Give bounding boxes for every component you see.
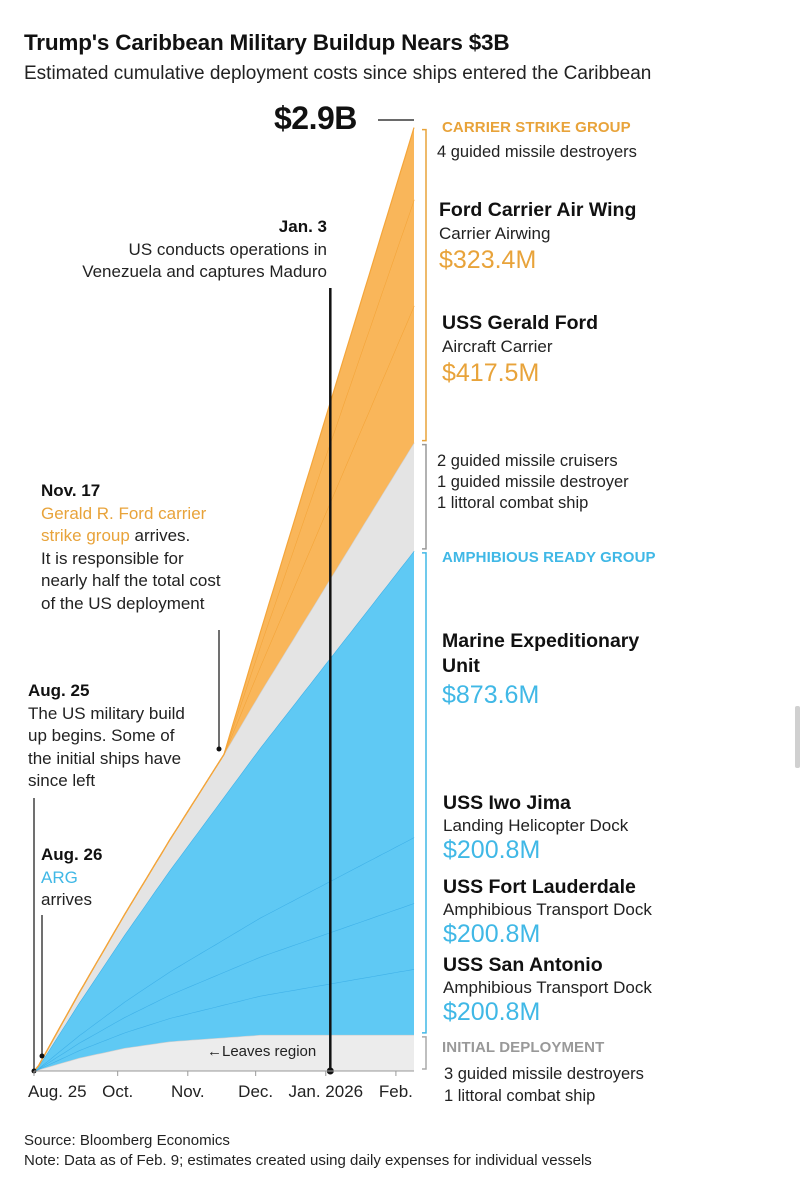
group-label-carrier: CARRIER STRIKE GROUP: [442, 119, 631, 136]
annotation-nov17-line1: Gerald R. Ford carrier: [41, 503, 207, 523]
x-tick-label-0: Aug. 25: [28, 1082, 87, 1101]
annotation-aug26-line1: ARG: [41, 867, 78, 887]
airwing-type: Carrier Airwing: [439, 224, 551, 243]
source-text: Source: Bloomberg Economics: [24, 1132, 230, 1149]
carrier-escort-label: 4 guided missile destroyers: [437, 143, 637, 161]
iwo-cost: $200.8M: [443, 836, 541, 864]
area-2-guided-missile-cruisers-1-guided-missi: [34, 442, 414, 1071]
area-uss-iwo-jima: [34, 837, 414, 1071]
other-escorts-line1: 2 guided missile cruisers: [437, 452, 618, 470]
bracket-carrier: [422, 128, 427, 442]
san-type: Amphibious Transport Dock: [443, 978, 652, 997]
bracket-initial: [422, 1036, 427, 1070]
scrollbar-thumb[interactable]: [795, 706, 800, 768]
annotation-jan3-text2: Venezuela and captures Maduro: [82, 262, 327, 281]
x-tick-label-5: Feb.: [379, 1082, 413, 1101]
initial-ships-label: 3 guided missile destroyers 1 littoral c…: [444, 1063, 644, 1107]
note-text: Note: Data as of Feb. 9; estimates creat…: [24, 1152, 592, 1169]
airwing-cost: $323.4M: [439, 246, 537, 274]
annotation-aug25-date: Aug. 25: [28, 681, 90, 700]
ftl-cost: $200.8M: [443, 920, 541, 948]
group-label-initial: INITIAL DEPLOYMENT: [442, 1039, 605, 1056]
ftl-name: USS Fort Lauderdale: [443, 876, 636, 898]
series-line-4-guided-missile-destroyers: [33, 127, 415, 1072]
meu-name-line1: Marine Expeditionary: [442, 630, 640, 652]
other-escorts-line2: 1 guided missile destroyer: [437, 473, 629, 491]
ford-type: Aircraft Carrier: [442, 337, 553, 356]
area-uss-san-antonio: [34, 969, 414, 1071]
initial-ships-line2: 1 littoral combat ship: [444, 1087, 596, 1105]
annotation-jan3: Jan. 3 US conducts operations in Venezue…: [49, 216, 327, 284]
annotation-jan3-text1: US conducts operations in: [128, 239, 327, 259]
meu-name: Marine Expeditionary Unit: [442, 629, 639, 679]
other-escorts-label: 2 guided missile cruisers 1 guided missi…: [437, 451, 629, 514]
iwo-name: USS Iwo Jima: [443, 792, 571, 814]
annotation-nov17-line3: It is responsible for: [41, 548, 184, 568]
annotation-nov17-line2a: strike group: [41, 526, 130, 545]
annotation-leaves-text: Leaves region: [222, 1043, 317, 1060]
annotation-aug25: Aug. 25 The US military build up begins.…: [28, 680, 228, 793]
area-uss-fort-lauderdale: [34, 903, 414, 1071]
annotation-nov17-line5: of the US deployment: [41, 593, 205, 613]
source-note: Source: Bloomberg Economics Note: Data a…: [24, 1131, 592, 1171]
other-escorts-line3: 1 littoral combat ship: [437, 494, 589, 512]
bracket-other: [422, 443, 427, 550]
annotation-nov17-date: Nov. 17: [41, 481, 101, 500]
meu-cost: $873.6M: [442, 681, 540, 709]
annotation-nov17-line4: nearly half the total cost: [41, 571, 221, 590]
annotation-nov17-line2b: arrives.: [129, 526, 191, 545]
arrow-left-icon: ←: [207, 1043, 222, 1060]
group-label-arg: AMPHIBIOUS READY GROUP: [442, 549, 656, 566]
area-initial-deployment-3-guided-missile-dest: [34, 1034, 414, 1071]
ford-cost: $417.5M: [442, 359, 540, 387]
event-dot-nov17: [216, 746, 222, 752]
initial-ships-line1: 3 guided missile destroyers: [444, 1065, 644, 1083]
x-tick-label-2: Nov.: [171, 1082, 205, 1101]
annotation-aug26: Aug. 26 ARG arrives: [41, 844, 141, 912]
event-dot-aug26: [39, 1053, 45, 1059]
annotation-leaves-region: ←Leaves region: [207, 1043, 316, 1060]
chart-subtitle: Estimated cumulative deployment costs si…: [24, 63, 652, 84]
iwo-type: Landing Helicopter Dock: [443, 816, 629, 835]
annotation-aug25-line4: since left: [28, 771, 96, 790]
meu-name-line2: Unit: [442, 655, 480, 677]
annotation-aug25-line1: The US military build: [28, 703, 185, 723]
annotation-aug26-line2: arrives: [41, 890, 93, 909]
annotation-nov17: Nov. 17 Gerald R. Ford carrier strike gr…: [41, 480, 271, 615]
ford-name: USS Gerald Ford: [442, 312, 599, 334]
area-marine-expeditionary-unit: [34, 550, 414, 1071]
annotation-aug26-date: Aug. 26: [41, 845, 103, 864]
chart-title: Trump's Caribbean Military Buildup Nears…: [24, 30, 510, 55]
x-tick-label-3: Dec.: [238, 1082, 273, 1101]
airwing-name: Ford Carrier Air Wing: [439, 199, 637, 221]
annotation-jan3-date: Jan. 3: [278, 217, 327, 236]
x-tick-label-4: Jan. 2026: [288, 1082, 363, 1101]
san-cost: $200.8M: [443, 998, 541, 1026]
x-tick-label-1: Oct.: [102, 1082, 133, 1101]
annotation-aug25-line3: the initial ships have: [28, 748, 182, 768]
total-cost-label: $2.9B: [274, 100, 357, 136]
bracket-arg: [422, 552, 427, 1034]
san-name: USS San Antonio: [443, 954, 603, 976]
ftl-type: Amphibious Transport Dock: [443, 900, 652, 919]
annotation-aug25-line2: up begins. Some of: [28, 726, 175, 745]
